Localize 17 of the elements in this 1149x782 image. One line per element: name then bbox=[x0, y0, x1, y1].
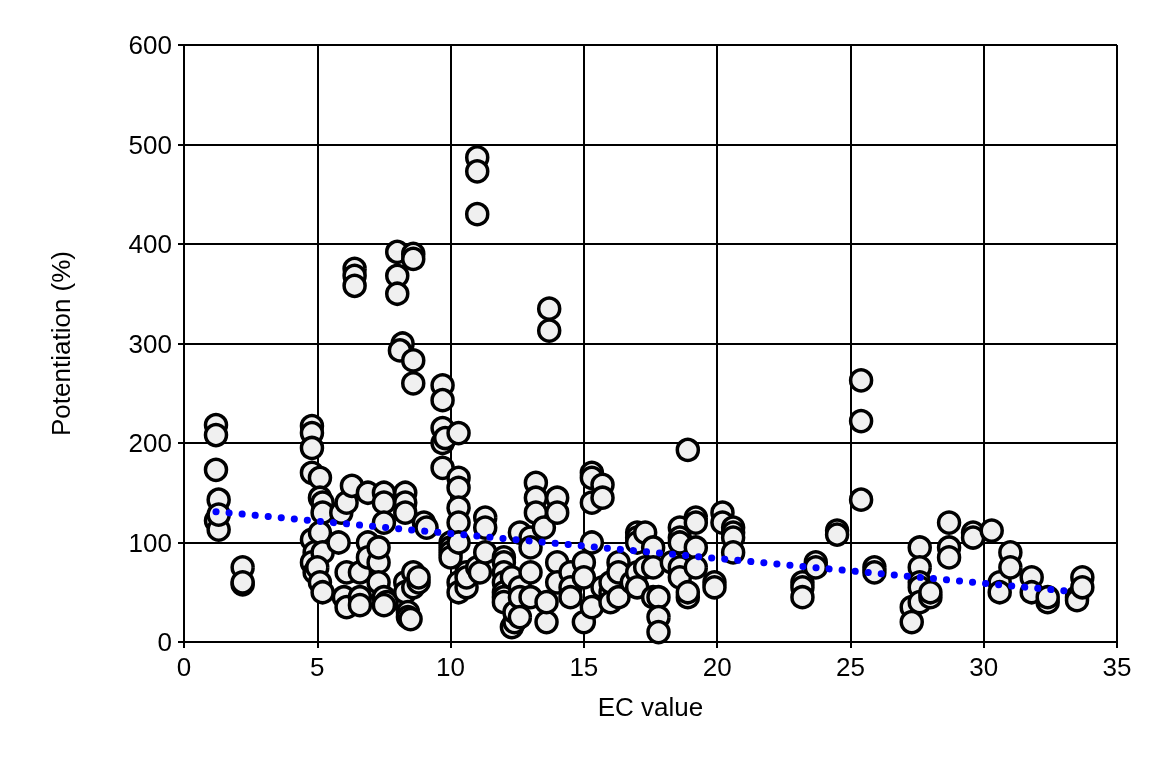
x-tick-label: 30 bbox=[969, 652, 999, 682]
x-axis-title: EC value bbox=[597, 692, 704, 722]
y-tick-label: 600 bbox=[128, 30, 172, 60]
y-tick-label: 300 bbox=[128, 328, 172, 359]
y-tick-label: 0 bbox=[157, 627, 172, 657]
x-tick-label: 35 bbox=[1102, 652, 1132, 682]
y-tick-label: 200 bbox=[128, 428, 172, 458]
x-tick-label: 5 bbox=[310, 652, 325, 682]
y-tick-label: 500 bbox=[128, 129, 172, 160]
x-tick-label: 20 bbox=[702, 652, 732, 682]
x-tick-label: 10 bbox=[436, 652, 466, 682]
x-tick-label: 0 bbox=[176, 652, 192, 682]
y-tick-label: 400 bbox=[128, 229, 172, 259]
y-tick-label: 100 bbox=[128, 527, 172, 558]
x-tick-label: 25 bbox=[835, 652, 865, 682]
y-axis-title: Potentiation (%) bbox=[46, 251, 76, 436]
x-tick-label: 15 bbox=[569, 652, 599, 682]
